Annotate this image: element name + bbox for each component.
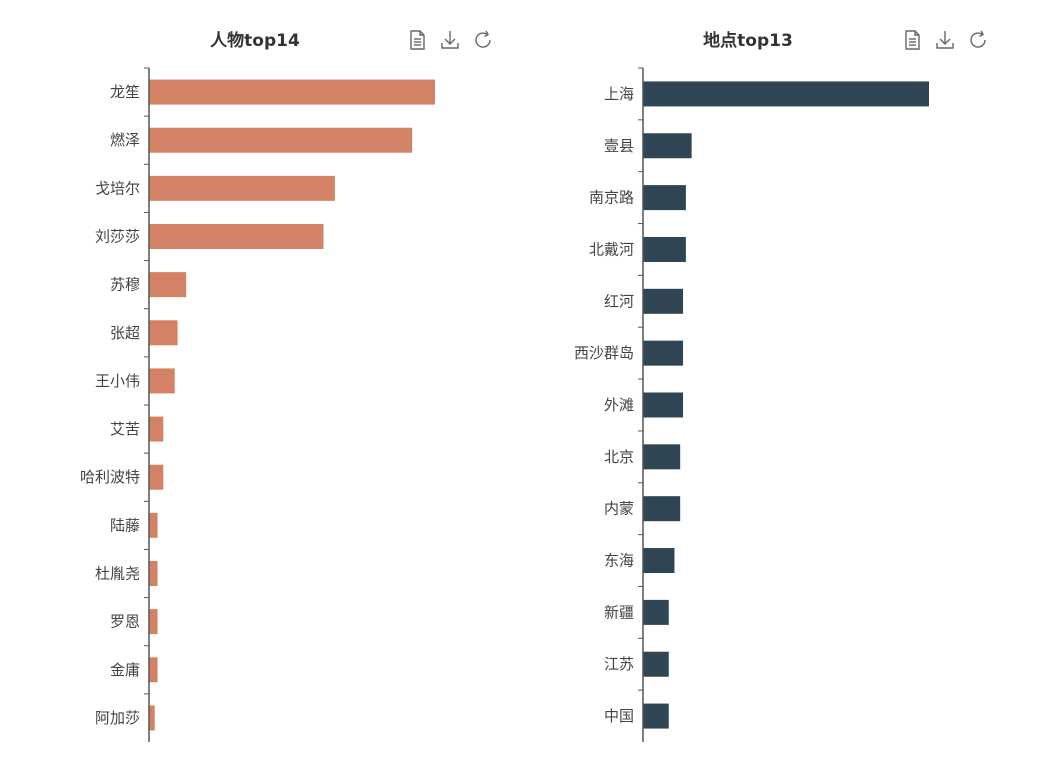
category-label: 江苏 <box>604 655 634 673</box>
bar[interactable] <box>643 133 692 159</box>
category-label: 北戴河 <box>589 240 634 258</box>
bar[interactable] <box>149 79 435 105</box>
bar[interactable] <box>149 464 164 490</box>
category-label: 杜胤尧 <box>95 565 140 583</box>
category-label: 龙笙 <box>110 83 140 101</box>
bar[interactable] <box>643 81 929 107</box>
data-view-icon[interactable] <box>405 28 429 52</box>
category-label: 南京路 <box>589 189 634 207</box>
category-label: 陆藤 <box>110 516 140 534</box>
bar[interactable] <box>149 512 158 538</box>
bar[interactable] <box>149 416 164 442</box>
refresh-icon[interactable] <box>471 28 495 52</box>
bar[interactable] <box>149 320 178 346</box>
bar[interactable] <box>643 236 686 262</box>
bar[interactable] <box>643 288 684 314</box>
bar[interactable] <box>643 703 669 729</box>
category-label: 北京 <box>604 448 634 466</box>
bar[interactable] <box>643 185 686 211</box>
category-label: 外滩 <box>604 396 634 414</box>
download-icon[interactable] <box>438 28 462 52</box>
category-label: 西沙群岛 <box>574 344 634 362</box>
chart-title-persons: 人物top14 <box>210 31 300 51</box>
category-label: 内蒙 <box>604 500 634 518</box>
category-label: 戈培尔 <box>95 179 140 197</box>
bar[interactable] <box>643 392 684 418</box>
bar[interactable] <box>149 657 158 683</box>
category-label: 燃泽 <box>110 131 140 149</box>
bar[interactable] <box>149 561 158 586</box>
category-label: 新疆 <box>604 603 634 621</box>
bar[interactable] <box>643 340 684 366</box>
bar[interactable] <box>643 444 681 470</box>
chart-title-places: 地点top13 <box>703 31 793 51</box>
category-label: 上海 <box>604 85 634 103</box>
download-icon[interactable] <box>933 28 957 52</box>
category-label: 金庸 <box>110 661 140 679</box>
category-label: 哈利波特 <box>80 468 140 486</box>
category-label: 罗恩 <box>110 613 140 631</box>
refresh-icon[interactable] <box>966 28 990 52</box>
bar[interactable] <box>149 272 187 298</box>
bar[interactable] <box>149 609 158 635</box>
category-label: 阿加莎 <box>95 709 140 727</box>
bar[interactable] <box>643 599 669 625</box>
bar[interactable] <box>149 368 175 394</box>
bar[interactable] <box>149 224 324 249</box>
category-label: 红河 <box>604 292 634 310</box>
category-label: 王小伟 <box>95 372 140 390</box>
bar[interactable] <box>149 127 413 153</box>
data-view-icon[interactable] <box>900 28 924 52</box>
category-label: 中国 <box>604 707 634 725</box>
category-label: 苏穆 <box>110 276 140 294</box>
bar[interactable] <box>149 175 335 201</box>
category-label: 壹县 <box>604 137 634 155</box>
category-label: 东海 <box>604 552 634 570</box>
category-label: 张超 <box>110 324 140 342</box>
category-label: 刘莎莎 <box>95 228 140 246</box>
toolbox-persons <box>405 28 495 52</box>
bar[interactable] <box>643 548 675 574</box>
bar[interactable] <box>149 705 155 731</box>
bar[interactable] <box>643 496 681 522</box>
toolbox-places <box>900 28 990 52</box>
category-label: 艾苦 <box>110 420 140 438</box>
bar[interactable] <box>643 651 669 677</box>
